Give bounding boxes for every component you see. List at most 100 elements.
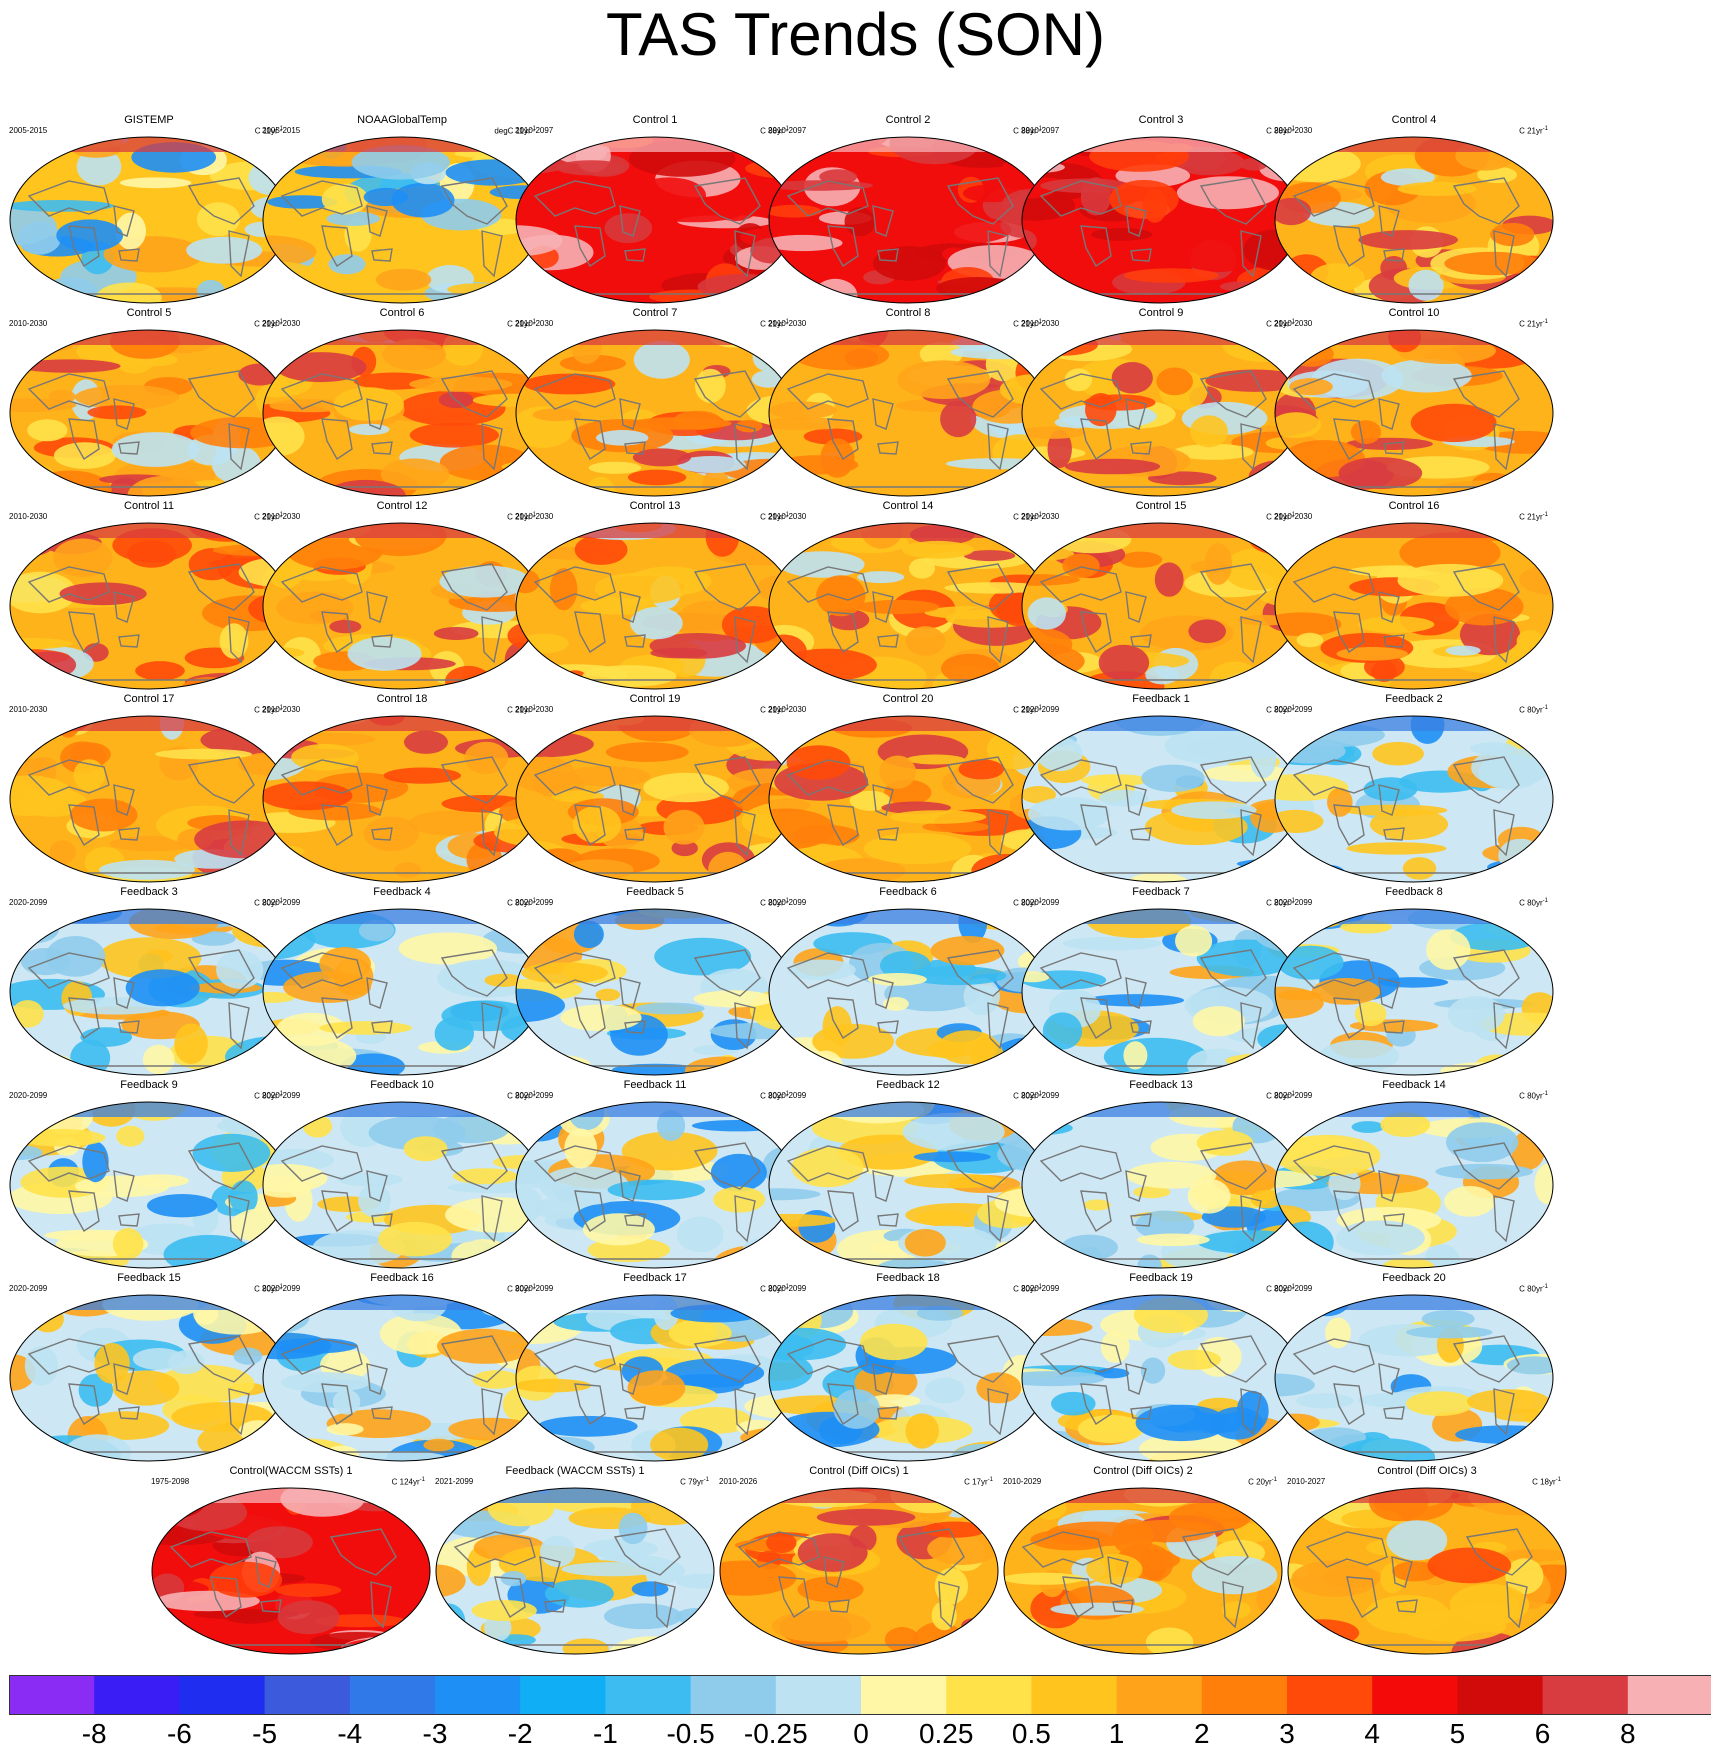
trend-contour <box>404 730 448 754</box>
trend-contour <box>934 1568 969 1605</box>
trend-contour <box>1278 1221 1334 1264</box>
coastline <box>1292 1145 1375 1182</box>
trend-contour <box>1137 1254 1162 1268</box>
arctic-band <box>1022 716 1300 731</box>
coastline <box>1292 180 1375 217</box>
arctic-band <box>516 1295 794 1310</box>
trend-contour <box>544 1579 614 1608</box>
colorbar-swatch <box>264 1675 351 1715</box>
trend-contour <box>812 1023 894 1059</box>
coastline <box>321 804 353 847</box>
panel-title: Control 12 <box>376 500 428 512</box>
panel-units: C 21yr-1 <box>1519 319 1548 329</box>
trend-contour <box>1022 874 1053 882</box>
map-panel: Feedback 19 2020-2099 C 80yr-1 <box>1021 1272 1301 1462</box>
trend-map <box>515 1101 795 1269</box>
trend-contour <box>1111 362 1153 394</box>
coastline <box>1378 1170 1400 1202</box>
panel-years: 2020-2099 <box>768 1091 807 1100</box>
coastline <box>693 756 761 804</box>
colorbar-tick-label: 0 <box>853 1718 869 1749</box>
trend-contour <box>1449 1583 1530 1626</box>
colorbar-tick-label: 3 <box>1279 1718 1295 1749</box>
trend-contour <box>1027 797 1111 831</box>
trend-contour <box>27 419 68 442</box>
trend-map <box>515 136 795 304</box>
panel-units: C 80yr-1 <box>1519 898 1548 908</box>
trend-contour <box>913 1151 991 1163</box>
arctic-band <box>10 1295 288 1310</box>
trend-contour <box>1171 801 1257 819</box>
coastline <box>1240 616 1262 664</box>
trend-contour <box>769 401 837 420</box>
coastline <box>321 1190 353 1233</box>
map-panel: Feedback 1 2020-2099 C 80yr-1 <box>1021 693 1301 883</box>
trend-contour <box>263 840 290 874</box>
coastline <box>987 1388 1009 1436</box>
panel-years: 2010-2097 <box>515 126 554 135</box>
trend-contour <box>673 410 722 430</box>
trend-contour <box>263 672 315 686</box>
trend-contour <box>710 1153 767 1192</box>
coastline <box>693 177 761 225</box>
coastline <box>872 1363 894 1395</box>
panel-title: Control 14 <box>882 500 934 512</box>
colorbar-swatch <box>861 1675 947 1715</box>
panel-years: 2020-2099 <box>1274 705 1313 714</box>
trend-contour <box>1291 1560 1379 1597</box>
coastline <box>321 997 353 1040</box>
coastline <box>1130 827 1152 841</box>
panel-title: Feedback 5 <box>626 886 684 898</box>
trend-contour <box>389 1550 430 1589</box>
coastline <box>187 949 255 997</box>
coastline <box>1493 1002 1515 1050</box>
trend-contour <box>233 1347 263 1365</box>
trend-contour <box>779 477 807 496</box>
trend-contour <box>663 809 705 845</box>
panel-years: 2010-2030 <box>262 319 301 328</box>
coastline <box>321 418 353 461</box>
trend-contour <box>1275 986 1324 1019</box>
trend-contour <box>10 200 114 212</box>
trend-contour <box>1444 251 1541 276</box>
arctic-band <box>516 523 794 538</box>
coastline <box>1383 827 1405 841</box>
trend-contour <box>1421 1310 1475 1328</box>
trend-contour <box>10 206 57 246</box>
map-boundary <box>1003 1487 1283 1655</box>
colorbar-tick-label: -8 <box>81 1718 107 1749</box>
coastline <box>1333 1383 1365 1426</box>
map-boundary <box>151 1487 431 1655</box>
trend-contour <box>45 936 106 977</box>
coastline <box>1125 1170 1147 1202</box>
panel-years: 2005-2015 <box>262 126 301 135</box>
arctic-band <box>1004 1488 1282 1503</box>
trend-contour <box>1505 1558 1544 1595</box>
coastline <box>1039 952 1122 989</box>
trend-contour <box>856 599 940 615</box>
trend-contour <box>452 1168 518 1185</box>
trend-contour <box>1077 1414 1144 1444</box>
trend-contour <box>1408 269 1444 301</box>
coastline <box>1199 1142 1267 1190</box>
trend-contour <box>665 1358 765 1388</box>
arctic-band <box>263 716 541 731</box>
coastline <box>113 1363 135 1395</box>
coastline <box>1039 373 1122 410</box>
panel-title: Control 11 <box>124 500 174 512</box>
trend-contour <box>571 332 602 364</box>
coastline <box>1080 225 1112 268</box>
colorbar-tick-label: -0.25 <box>743 1718 808 1749</box>
trend-contour <box>857 571 905 584</box>
trend-contour <box>643 200 746 223</box>
coastline <box>113 591 135 623</box>
map-panel: Control 2 2010-2097 C 88yr-1 <box>768 114 1048 304</box>
coastline <box>1452 949 1520 997</box>
trend-contour <box>1500 1453 1533 1461</box>
trend-contour <box>1397 563 1504 597</box>
trend-map <box>262 908 542 1076</box>
trend-contour <box>1541 1488 1566 1520</box>
trend-contour <box>537 1415 638 1437</box>
map-panel: Feedback 9 2020-2099 C 80yr-1 <box>9 1079 289 1269</box>
trend-contour <box>632 448 691 467</box>
